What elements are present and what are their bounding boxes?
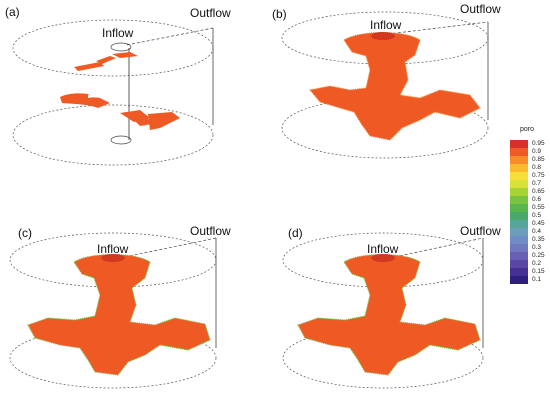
- colorbar-swatch: [510, 172, 528, 180]
- panel-label: (a): [5, 5, 20, 19]
- panel-label: (b): [272, 7, 287, 21]
- colorbar-swatch: [510, 212, 528, 220]
- inflow-label: Inflow: [102, 26, 134, 40]
- colorbar-swatch: [510, 148, 528, 156]
- panel-d: (d) Inflow Outflow: [270, 200, 530, 400]
- colorbar-swatch: [510, 276, 528, 284]
- fracture-body: [297, 253, 481, 376]
- colorbar-tick-label: 0.4: [532, 228, 542, 235]
- colorbar-tick-label: 0.1: [532, 276, 542, 283]
- colorbar-tick-label: 0.25: [532, 252, 545, 259]
- colorbar-tick-label: 0.55: [532, 204, 545, 211]
- colorbar-swatch: [510, 252, 528, 260]
- colorbar-tick-label: 0.95: [532, 140, 545, 147]
- colorbar-swatch: [510, 188, 528, 196]
- panel-c: (c) Inflow Outflow: [0, 200, 260, 400]
- colorbar-swatch: [510, 156, 528, 164]
- panel-a: (a) Inflow Outflow: [0, 0, 260, 200]
- colorbar-swatch: [510, 228, 528, 236]
- colorbar-tick-label: 0.7: [532, 180, 542, 187]
- colorbar-title: poro: [520, 126, 535, 133]
- panel-c-cylinder: [9, 232, 217, 389]
- colorbar-swatch: [510, 260, 528, 268]
- colorbar-swatch: [510, 244, 528, 252]
- panel-b: (b) Inflow Outflow: [270, 0, 530, 200]
- panel-label: (c): [18, 226, 32, 240]
- colorbar-swatch: [510, 180, 528, 188]
- colorbar-tick-label: 0.5: [532, 212, 542, 219]
- inflow-label: Inflow: [370, 18, 402, 32]
- panel-a-cylinder: [12, 19, 214, 166]
- inflow-label: Inflow: [367, 242, 399, 256]
- colorbar-tick-label: 0.75: [532, 172, 545, 179]
- outflow-label: Outflow: [190, 6, 231, 20]
- colorbar-swatch: [510, 268, 528, 276]
- colorbar-swatch: [510, 164, 528, 172]
- colorbar-tick-label: 0.8: [532, 164, 542, 171]
- fracture-shapes: [60, 52, 180, 130]
- colorbar-swatch: [510, 196, 528, 204]
- colorbar-tick-label: 0.35: [532, 236, 545, 243]
- fracture-body: [308, 31, 481, 141]
- colorbar-tick-label: 0.9: [532, 148, 542, 155]
- panel-d-cylinder: [282, 232, 484, 389]
- panel-label: (d): [288, 226, 303, 240]
- colorbar-swatch: [510, 236, 528, 244]
- colorbar-tick-label: 0.65: [532, 188, 545, 195]
- fracture-body: [27, 253, 211, 376]
- outflow-label: Outflow: [190, 224, 231, 238]
- colorbar-swatch: [510, 220, 528, 228]
- colorbar-swatch: [510, 140, 528, 148]
- colorbar-tick-label: 0.85: [532, 156, 545, 163]
- inflow-label: Inflow: [97, 242, 129, 256]
- colorbar: [510, 140, 528, 284]
- colorbar-swatch: [510, 204, 528, 212]
- outflow-label: Outflow: [460, 2, 501, 16]
- colorbar-tick-label: 0.6: [532, 196, 542, 203]
- colorbar-tick-label: 0.3: [532, 244, 542, 251]
- panel-b-cylinder: [281, 11, 489, 159]
- outflow-label: Outflow: [460, 224, 501, 238]
- colorbar-tick-label: 0.2: [532, 260, 542, 267]
- colorbar-tick-label: 0.45: [532, 220, 545, 227]
- colorbar-tick-label: 0.15: [532, 268, 545, 275]
